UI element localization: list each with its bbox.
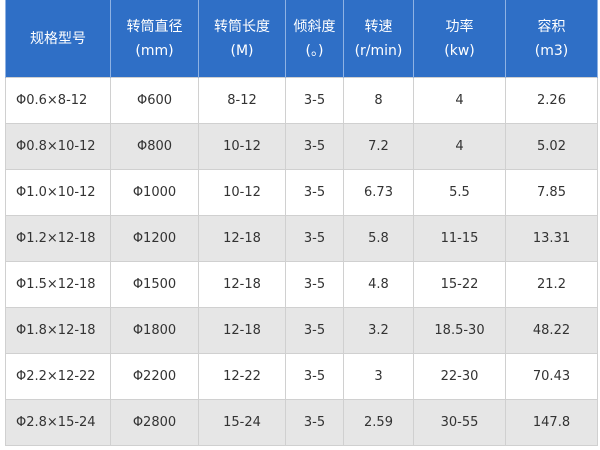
table-cell: 15-22 xyxy=(413,261,506,308)
table-cell: Φ1200 xyxy=(110,215,199,262)
table-cell: 3-5 xyxy=(285,307,344,354)
table-cell: 3.2 xyxy=(343,307,414,354)
table-cell: 2.59 xyxy=(343,399,414,446)
table-cell: 3-5 xyxy=(285,353,344,400)
header-unit: (r/min) xyxy=(354,42,403,59)
table-cell: 48.22 xyxy=(505,307,598,354)
table-cell: Φ800 xyxy=(110,123,199,170)
table-cell: 13.31 xyxy=(505,215,598,262)
header-cell: 倾斜度 (。) xyxy=(285,0,344,78)
table-cell: 4 xyxy=(413,123,506,170)
table-cell: 10-12 xyxy=(198,123,286,170)
table-cell: 12-18 xyxy=(198,307,286,354)
table-cell: 3-5 xyxy=(285,123,344,170)
table-cell: 5.02 xyxy=(505,123,598,170)
header-unit: (mm) xyxy=(135,42,174,59)
table-row: Φ2.8×15-24 Φ2800 15-24 3-5 2.59 30-55 147.8 xyxy=(5,399,598,446)
table-row: Φ1.5×12-18 Φ1500 12-18 3-5 4.8 15-22 21.2 xyxy=(5,261,598,308)
table-cell: Φ1.5×12-18 xyxy=(5,261,111,308)
table-body: Φ0.6×8-12 Φ600 8-12 3-5 8 4 2.26 Φ0.8×10-12 Φ800… xyxy=(5,77,598,446)
header-row: 规格型号 转筒直径 (mm) 转筒长度 (M) 倾斜度 (。) 转速 (r/min) 功率 (kw)… xyxy=(5,0,598,78)
table-cell: 3 xyxy=(343,353,414,400)
header-cell: 转筒直径 (mm) xyxy=(110,0,199,78)
header-unit: (m3) xyxy=(534,42,569,59)
table-cell: Φ1.0×10-12 xyxy=(5,169,111,216)
table-cell: 3-5 xyxy=(285,77,344,124)
table-cell: 3-5 xyxy=(285,215,344,262)
table-cell: 70.43 xyxy=(505,353,598,400)
table-cell: 10-12 xyxy=(198,169,286,216)
header-unit: (kw) xyxy=(444,42,475,59)
header-cell: 规格型号 xyxy=(5,0,111,78)
table-cell: 6.73 xyxy=(343,169,414,216)
spec-table: 规格型号 转筒直径 (mm) 转筒长度 (M) 倾斜度 (。) 转速 (r/min) 功率 (kw)… xyxy=(5,0,598,446)
table-cell: Φ1500 xyxy=(110,261,199,308)
table-cell: Φ2800 xyxy=(110,399,199,446)
table-cell: Φ1.2×12-18 xyxy=(5,215,111,262)
table-cell: 7.2 xyxy=(343,123,414,170)
table-cell: Φ2.2×12-22 xyxy=(5,353,111,400)
header-cell: 转筒长度 (M) xyxy=(198,0,286,78)
table-cell: Φ0.8×10-12 xyxy=(5,123,111,170)
header-title: 转速 xyxy=(364,18,393,35)
table-cell: 8 xyxy=(343,77,414,124)
table-cell: Φ2.8×15-24 xyxy=(5,399,111,446)
table-row: Φ1.2×12-18 Φ1200 12-18 3-5 5.8 11-15 13.31 xyxy=(5,215,598,262)
table-cell: Φ2200 xyxy=(110,353,199,400)
header-cell: 转速 (r/min) xyxy=(343,0,414,78)
header-title: 转筒长度 xyxy=(214,18,270,35)
header-unit: (。) xyxy=(305,42,324,59)
table-row: Φ1.8×12-18 Φ1800 12-18 3-5 3.2 18.5-30 48.22 xyxy=(5,307,598,354)
table-row: Φ2.2×12-22 Φ2200 12-22 3-5 3 22-30 70.43 xyxy=(5,353,598,400)
header-cell: 功率 (kw) xyxy=(413,0,506,78)
table-cell: Φ1800 xyxy=(110,307,199,354)
table-cell: 12-18 xyxy=(198,261,286,308)
header-title: 功率 xyxy=(445,18,474,35)
table-cell: Φ600 xyxy=(110,77,199,124)
table-row: Φ1.0×10-12 Φ1000 10-12 3-5 6.73 5.5 7.85 xyxy=(5,169,598,216)
table-cell: 3-5 xyxy=(285,169,344,216)
table-cell: 5.5 xyxy=(413,169,506,216)
table-cell: 11-15 xyxy=(413,215,506,262)
header-cell: 容积 (m3) xyxy=(505,0,598,78)
header-title: 倾斜度 xyxy=(293,18,336,35)
table-row: Φ0.8×10-12 Φ800 10-12 3-5 7.2 4 5.02 xyxy=(5,123,598,170)
table-cell: 2.26 xyxy=(505,77,598,124)
table-cell: 3-5 xyxy=(285,261,344,308)
table-cell: 4.8 xyxy=(343,261,414,308)
header-unit: (M) xyxy=(230,42,254,59)
header-title: 规格型号 xyxy=(30,30,86,47)
table-cell: Φ0.6×8-12 xyxy=(5,77,111,124)
table-cell: Φ1.8×12-18 xyxy=(5,307,111,354)
table-cell: 22-30 xyxy=(413,353,506,400)
table-cell: 5.8 xyxy=(343,215,414,262)
table-cell: 18.5-30 xyxy=(413,307,506,354)
table-row: Φ0.6×8-12 Φ600 8-12 3-5 8 4 2.26 xyxy=(5,77,598,124)
table-cell: Φ1000 xyxy=(110,169,199,216)
header-title: 转筒直径 xyxy=(126,18,183,35)
table-cell: 12-18 xyxy=(198,215,286,262)
table-cell: 30-55 xyxy=(413,399,506,446)
table-cell: 7.85 xyxy=(505,169,598,216)
table-cell: 21.2 xyxy=(505,261,598,308)
header-title: 容积 xyxy=(537,18,566,35)
table-cell: 147.8 xyxy=(505,399,598,446)
table-cell: 12-22 xyxy=(198,353,286,400)
table-cell: 3-5 xyxy=(285,399,344,446)
table-cell: 15-24 xyxy=(198,399,286,446)
table-cell: 8-12 xyxy=(198,77,286,124)
table-cell: 4 xyxy=(413,77,506,124)
